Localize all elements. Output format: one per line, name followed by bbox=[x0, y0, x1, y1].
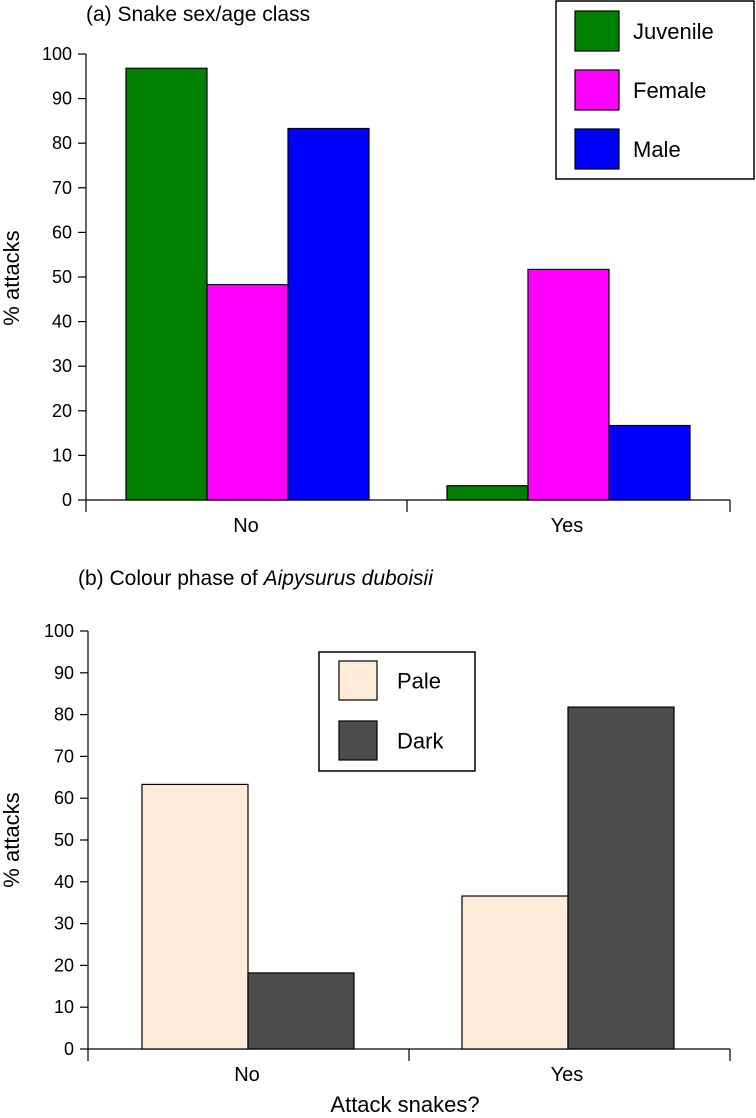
x-category-label: No bbox=[233, 515, 259, 537]
panel-a-title: (a) Snake sex/age class bbox=[86, 3, 310, 26]
y-tick-label: 80 bbox=[52, 133, 72, 153]
x-category-label: No bbox=[234, 1064, 260, 1086]
panel-a-axes: 0 10 20 30 40 50 60 70 80 90 100 No Yes bbox=[42, 44, 731, 537]
panel-b-x-axis-label: Attack snakes? bbox=[330, 1092, 479, 1117]
y-tick-label: 90 bbox=[52, 89, 72, 109]
x-category-label: Yes bbox=[551, 515, 584, 537]
panel-b-chart: (b) Colour phase of Aipysurus duboisii %… bbox=[0, 567, 731, 1117]
legend-swatch-pale bbox=[338, 660, 378, 701]
panel-b-y-axis-label: % attacks bbox=[0, 792, 24, 887]
y-tick-label: 50 bbox=[54, 830, 74, 850]
panel-b-title-prefix: (b) Colour phase of bbox=[78, 567, 264, 590]
legend-label-juvenile: Juvenile bbox=[633, 19, 714, 44]
panel-b-axes: 0 10 20 30 40 50 60 70 80 90 100 No Yes bbox=[44, 621, 731, 1086]
y-tick-label: 0 bbox=[62, 490, 72, 510]
panel-a-bars bbox=[125, 67, 691, 501]
bar-dark-yes bbox=[567, 706, 675, 1050]
y-tick-label: 0 bbox=[64, 1039, 74, 1059]
legend-swatch-dark bbox=[338, 720, 378, 761]
bar-juvenile-yes bbox=[446, 485, 529, 501]
legend-label-female: Female bbox=[633, 78, 706, 103]
legend-label-male: Male bbox=[633, 137, 681, 162]
y-tick-label: 90 bbox=[54, 663, 74, 683]
bar-female-yes bbox=[527, 268, 610, 501]
legend-label-dark: Dark bbox=[397, 729, 444, 754]
legend-swatch-juvenile bbox=[574, 10, 620, 52]
bar-male-no bbox=[287, 127, 370, 501]
panel-b-legend: Pale Dark bbox=[318, 651, 476, 772]
x-category-label: Yes bbox=[551, 1064, 584, 1086]
panel-a-legend: Juvenile Female Male bbox=[555, 0, 755, 180]
bar-male-yes bbox=[608, 424, 691, 501]
legend-swatch-female bbox=[574, 69, 620, 111]
y-tick-label: 70 bbox=[54, 746, 74, 766]
bar-dark-no bbox=[247, 972, 355, 1050]
panel-a-chart: (a) Snake sex/age class % attacks 0 10 20 3… bbox=[0, 0, 755, 537]
y-tick-label: 30 bbox=[52, 356, 72, 376]
y-tick-label: 20 bbox=[54, 955, 74, 975]
legend-swatch-male bbox=[574, 128, 620, 170]
y-tick-label: 70 bbox=[52, 178, 72, 198]
bar-female-no bbox=[206, 283, 289, 501]
y-tick-label: 80 bbox=[54, 705, 74, 725]
panel-b-title-species: Aipysurus duboisii bbox=[262, 567, 435, 590]
y-tick-label: 10 bbox=[54, 997, 74, 1017]
bar-pale-no bbox=[141, 783, 249, 1050]
y-tick-label: 60 bbox=[52, 222, 72, 242]
y-tick-label: 100 bbox=[42, 44, 72, 64]
y-tick-label: 40 bbox=[52, 312, 72, 332]
y-tick-label: 50 bbox=[52, 267, 72, 287]
bar-pale-yes bbox=[461, 895, 569, 1050]
y-tick-label: 30 bbox=[54, 914, 74, 934]
bar-juvenile-no bbox=[125, 67, 208, 501]
panel-a-y-axis-label: % attacks bbox=[0, 230, 24, 325]
y-tick-label: 40 bbox=[54, 872, 74, 892]
y-tick-label: 20 bbox=[52, 401, 72, 421]
legend-label-pale: Pale bbox=[397, 669, 441, 694]
panel-b-bars bbox=[141, 706, 675, 1050]
y-tick-label: 60 bbox=[54, 788, 74, 808]
panel-b-title: (b) Colour phase of Aipysurus duboisii bbox=[78, 567, 434, 590]
y-tick-label: 10 bbox=[52, 445, 72, 465]
y-tick-label: 100 bbox=[44, 621, 74, 641]
